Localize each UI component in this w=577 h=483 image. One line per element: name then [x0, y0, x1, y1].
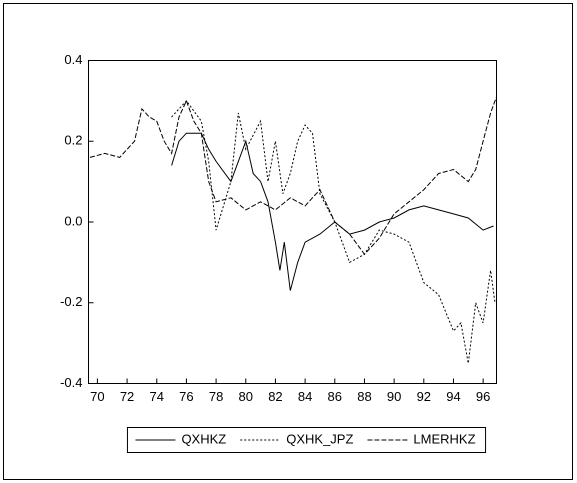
frame	[3, 3, 573, 480]
series-line	[171, 100, 496, 364]
x-tick-label: 74	[150, 389, 164, 404]
x-tick-label: 88	[357, 389, 371, 404]
x-tick-label: 76	[179, 389, 193, 404]
x-tick-label: 92	[417, 389, 431, 404]
x-tick-label: 78	[209, 389, 223, 404]
x-tick-label: 94	[446, 389, 460, 404]
x-tick-label: 90	[387, 389, 401, 404]
series-line	[89, 96, 497, 256]
x-tick-label: 72	[120, 389, 134, 404]
y-tick-label: 0.4	[64, 52, 82, 67]
series-line	[171, 132, 494, 291]
plot-area	[88, 60, 497, 384]
x-tick-label: 86	[328, 389, 342, 404]
x-tick-label: 82	[268, 389, 282, 404]
legend-label: QXHK_JPZ	[286, 431, 353, 446]
legend-box	[126, 427, 487, 453]
y-tick-label: -0.2	[60, 294, 82, 309]
y-tick-label: 0.2	[64, 133, 82, 148]
legend-label: QXHKZ	[181, 431, 226, 446]
y-tick-label: -0.4	[60, 375, 82, 390]
x-tick-label: 80	[239, 389, 253, 404]
x-tick-label: 70	[90, 389, 104, 404]
x-tick-label: 96	[476, 389, 490, 404]
legend-label: LMERHKZ	[413, 431, 475, 446]
x-tick-label: 84	[298, 389, 312, 404]
y-tick-label: 0.0	[64, 213, 82, 228]
